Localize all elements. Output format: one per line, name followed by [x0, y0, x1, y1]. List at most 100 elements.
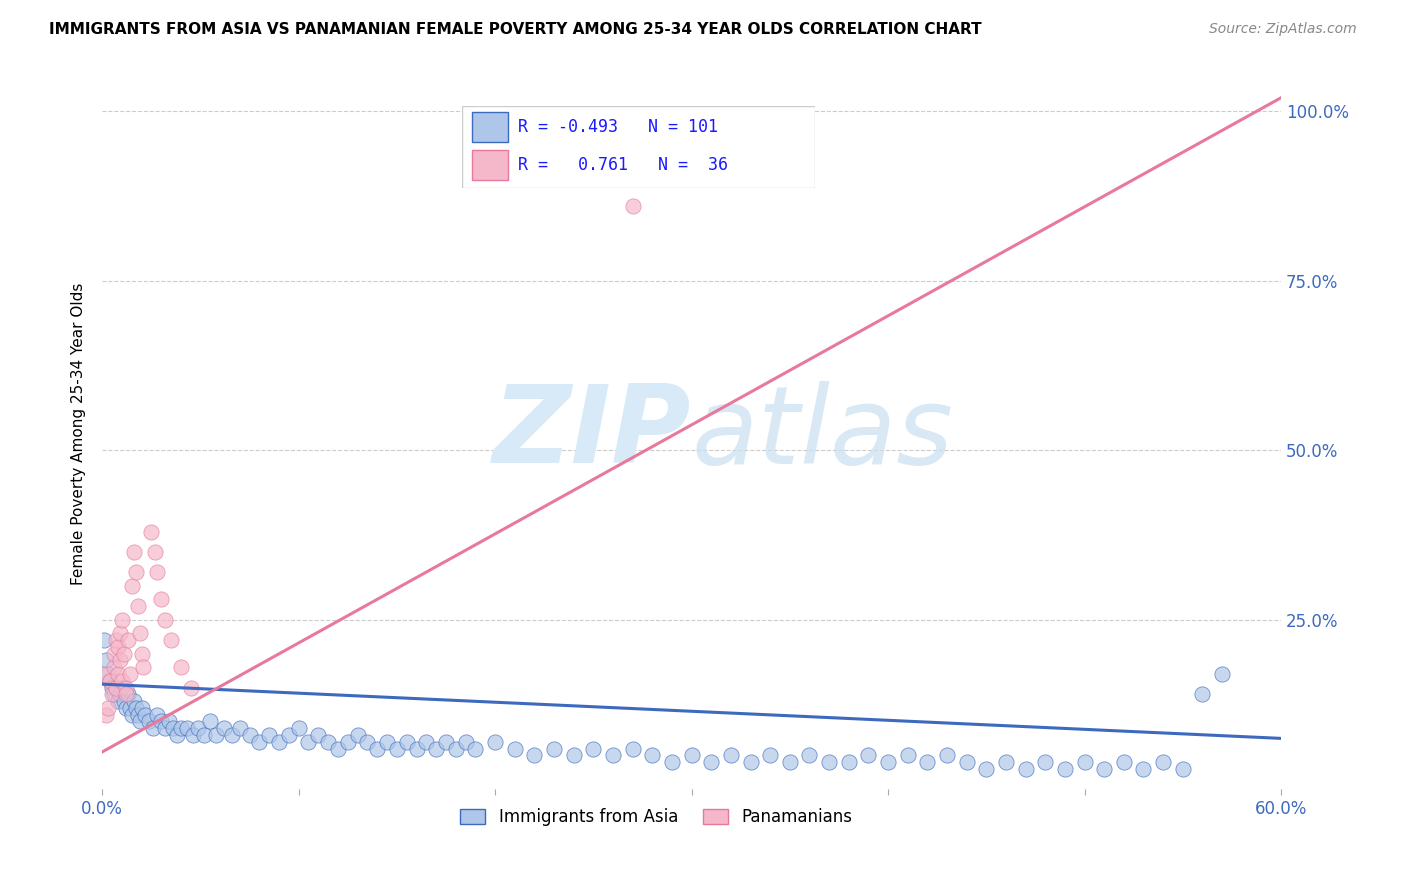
Point [336, 735, 359, 749]
Y-axis label: Female Poverty Among 25-34 Year Olds: Female Poverty Among 25-34 Year Olds [72, 282, 86, 584]
Point [307, 728, 329, 742]
Point [858, 748, 880, 763]
Point [112, 647, 135, 661]
Point [415, 735, 437, 749]
Point [111, 681, 134, 695]
Point [160, 633, 183, 648]
Point [257, 728, 280, 742]
Point [132, 660, 155, 674]
Point [111, 613, 134, 627]
Point [464, 741, 486, 756]
Point [316, 735, 339, 749]
Point [425, 741, 447, 756]
Point [641, 748, 664, 763]
Point [121, 707, 143, 722]
Point [897, 748, 920, 763]
Point [297, 735, 319, 749]
Point [101, 681, 124, 695]
Point [103, 647, 125, 661]
Point [838, 755, 860, 769]
Point [621, 199, 644, 213]
Point [131, 701, 153, 715]
Text: IMMIGRANTS FROM ASIA VS PANAMANIAN FEMALE POVERTY AMONG 25-34 YEAR OLDS CORRELAT: IMMIGRANTS FROM ASIA VS PANAMANIAN FEMAL… [49, 22, 981, 37]
Point [118, 667, 141, 681]
Point [98, 673, 121, 688]
Point [124, 566, 146, 580]
Point [104, 633, 127, 648]
Point [1073, 755, 1095, 769]
Legend: Immigrants from Asia, Panamanians: Immigrants from Asia, Panamanians [451, 799, 860, 834]
Point [101, 687, 124, 701]
Point [602, 748, 624, 763]
Point [543, 741, 565, 756]
Point [138, 714, 160, 729]
Point [1211, 667, 1233, 681]
Point [108, 653, 131, 667]
Point [681, 748, 703, 763]
Point [877, 755, 900, 769]
Point [146, 566, 169, 580]
Point [111, 673, 134, 688]
Point [150, 714, 173, 729]
Point [434, 735, 457, 749]
Point [103, 660, 125, 674]
Point [107, 640, 129, 654]
Point [134, 707, 156, 722]
Point [1191, 687, 1213, 701]
Point [346, 728, 368, 742]
Point [356, 735, 378, 749]
Point [818, 755, 841, 769]
Point [104, 681, 127, 695]
Point [103, 687, 125, 701]
Point [94, 653, 117, 667]
Point [112, 694, 135, 708]
Point [193, 728, 215, 742]
Text: ZIP: ZIP [494, 380, 692, 486]
Point [122, 545, 145, 559]
Point [131, 647, 153, 661]
Point [181, 728, 204, 742]
Point [326, 741, 349, 756]
Point [385, 741, 408, 756]
Point [94, 707, 117, 722]
Point [956, 755, 979, 769]
Point [444, 741, 467, 756]
Point [114, 687, 136, 701]
Point [700, 755, 723, 769]
Point [994, 755, 1017, 769]
Point [98, 673, 121, 688]
Point [1014, 762, 1036, 776]
Point [127, 599, 149, 614]
Point [117, 687, 139, 701]
Point [454, 735, 477, 749]
Point [779, 755, 801, 769]
Point [720, 748, 742, 763]
Point [1112, 755, 1135, 769]
Point [562, 748, 585, 763]
Point [153, 721, 176, 735]
Point [180, 681, 202, 695]
Point [170, 660, 193, 674]
Point [127, 707, 149, 722]
Point [187, 721, 209, 735]
Point [170, 721, 193, 735]
Point [405, 741, 427, 756]
Point [150, 592, 173, 607]
Point [1152, 755, 1174, 769]
Point [287, 721, 309, 735]
Point [1092, 762, 1115, 776]
Point [523, 748, 546, 763]
Point [108, 687, 131, 701]
Point [128, 714, 150, 729]
Text: Source: ZipAtlas.com: Source: ZipAtlas.com [1209, 22, 1357, 37]
Point [917, 755, 939, 769]
Point [1171, 762, 1194, 776]
Point [799, 748, 821, 763]
Point [277, 728, 299, 742]
Point [114, 681, 136, 695]
Point [661, 755, 683, 769]
Point [141, 524, 163, 539]
Point [974, 762, 997, 776]
Point [1033, 755, 1056, 769]
Point [124, 701, 146, 715]
